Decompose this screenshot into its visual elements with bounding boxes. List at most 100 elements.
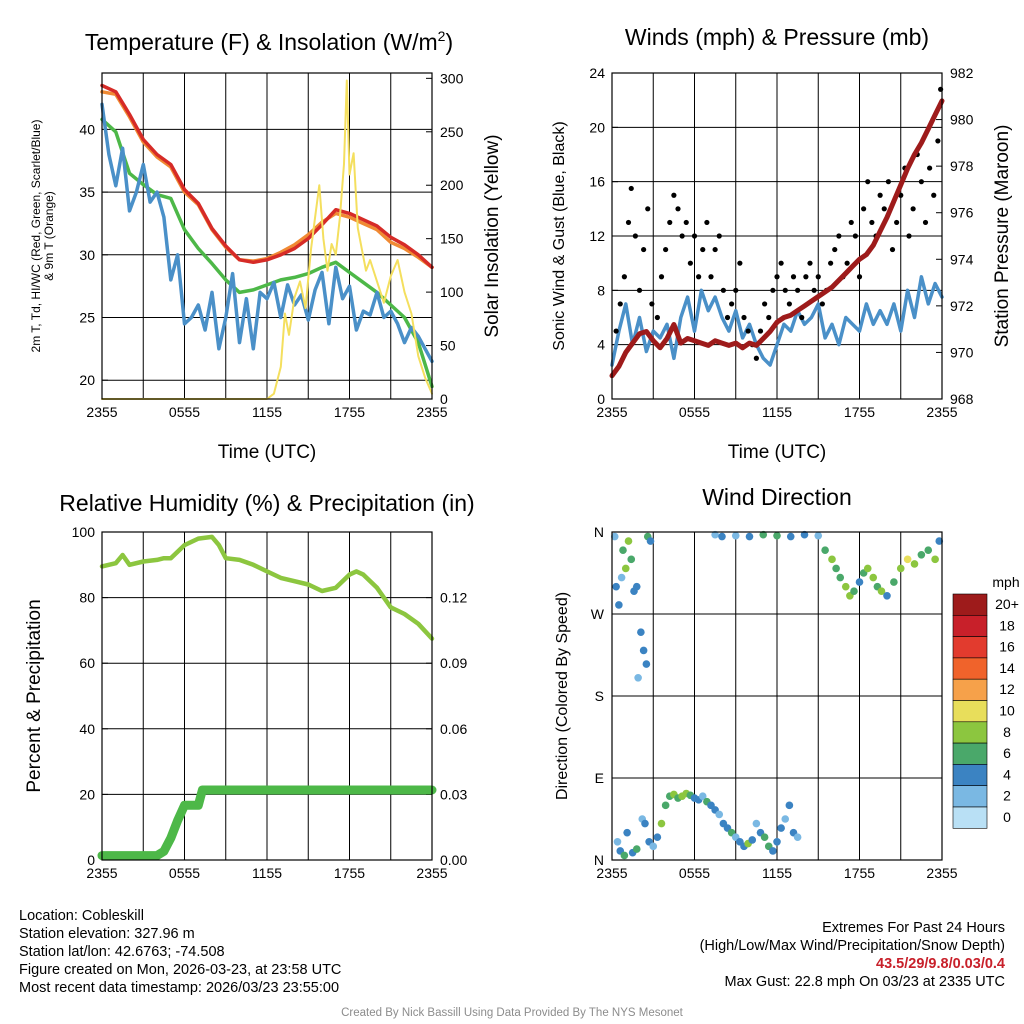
x-tick-label: 2355 [596,865,627,881]
x-axis-label: Time (UTC) [218,442,317,463]
location-text: Location: Cobleskill [19,908,144,924]
gust-point [778,260,784,266]
gust-point [675,206,681,212]
x-tick-label: 1155 [762,865,792,881]
legend-swatch [952,764,988,787]
gust-point [803,274,809,280]
direction-point [637,628,645,637]
elevation-text: Station elevation: 327.96 m [19,926,195,942]
direction-point [828,555,836,564]
direction-point [855,578,864,586]
y-tick-label-right: 250 [440,124,464,140]
gust-point [671,192,677,198]
gust-point [836,233,842,239]
gust-point [811,287,817,293]
y-axis-label-left: Sonic Wind & Gust (Blue, Black) [551,121,568,350]
extremes-subtitle: (High/Low/Max Wind/Precipitation/Snow De… [699,938,1005,954]
y-tick-label: 35 [79,184,95,200]
y-axis-label-left: 2m T, Td, HI/WC (Red, Green, Scarlet/Blu… [29,120,43,353]
y-tick-label-right: 974 [950,251,974,267]
x-tick-label: 0555 [169,865,200,881]
y-axis-label-right: Solar Insolation (Yellow) [482,134,503,337]
gust-point [848,219,854,226]
x-tick-label: 2355 [926,404,957,420]
direction-point [821,546,829,555]
x-tick-label: 2355 [416,865,447,881]
chart-title: Relative Humidity (%) & Precipitation (i… [59,490,474,516]
gust-point [625,219,632,226]
gust-point [889,246,896,253]
y-tick-label-right: 976 [950,205,974,221]
gust-point [828,260,834,266]
y-tick-label: W [591,606,605,622]
panel-winds: 0 4 8 12 16 20 24 968 970 972 974 976 978 980 982 2355 0… [551,24,1013,463]
direction-point [760,833,769,842]
gust-point [632,233,638,239]
gust-point [645,206,651,212]
y-tick-label: 4 [597,337,605,353]
legend-swatch [952,593,988,616]
gust-point [741,314,747,321]
y-tick-label: 40 [79,121,95,137]
chart-title-main: Temperature (F) & Insolation (W/m [85,29,438,55]
gust-point [844,260,850,266]
legend-label: 20+ [995,596,1019,612]
y-tick-label: 0 [597,391,605,407]
gust-point [683,219,689,226]
gust-point [922,219,929,226]
gust-point [628,185,634,192]
extremes-values: 43.5/29/9.8/0.03/0.4 [876,956,1005,972]
gust-point [617,301,623,307]
gust-point [762,301,768,307]
legend-swatch [952,657,988,680]
direction-point [910,560,919,568]
gust-point [757,328,764,334]
gust-point [700,246,706,253]
y-tick-label-right: 100 [440,284,464,300]
gust-point [753,355,759,361]
y-tick-label-right: 980 [950,112,974,128]
x-tick-label: 1755 [334,404,365,420]
latlon-text: Station lat/lon: 42.6763; -74.508 [19,944,225,960]
x-tick-label: 2355 [596,404,627,420]
y-tick-label: 60 [79,655,95,671]
legend-label: 0 [1003,809,1011,825]
legend-label: 12 [999,681,1015,697]
gust-point [927,165,933,171]
gust-point [906,233,912,239]
gust-point [782,287,788,293]
y-tick-label-right: 0.03 [440,786,467,802]
gust-point [658,274,665,280]
gust-point [613,328,619,334]
direction-point [661,801,670,810]
y-tick-label: 40 [79,721,95,737]
panel-rh: 0 20 40 60 80 100 0.00 0.03 0.06 0.09 0.12 2355 0555… [24,490,475,881]
gust-point [708,274,714,280]
direction-point [745,532,754,541]
plot-frame [611,72,943,400]
credit-text: Created By Nick Bassill Using Data Provi… [341,1007,683,1019]
y-tick-label-right: 982 [950,65,974,81]
x-tick-label: 1155 [252,404,282,420]
chart-title-sup: 2 [438,28,446,44]
y-tick-label: 20 [79,786,95,802]
direction-point [617,573,626,582]
direction-point [883,591,891,600]
x-tick-label: 2355 [86,404,117,420]
legend-swatch [952,636,988,659]
y-tick-label-right: 0 [440,391,448,407]
y-tick-label: 8 [597,282,605,298]
direction-point [841,582,850,591]
legend-label: 16 [999,639,1015,655]
y-tick-label-right: 150 [440,231,464,247]
gust-point [679,233,685,239]
gust-point [852,233,858,239]
direction-point [639,646,648,655]
gust-point [786,301,792,307]
direction-point [935,537,944,545]
x-tick-label: 1755 [844,865,875,881]
extremes-panel: Extremes For Past 24 Hours (High/Low/Max… [700,919,1005,991]
y-tick-label-right: 50 [440,338,456,354]
